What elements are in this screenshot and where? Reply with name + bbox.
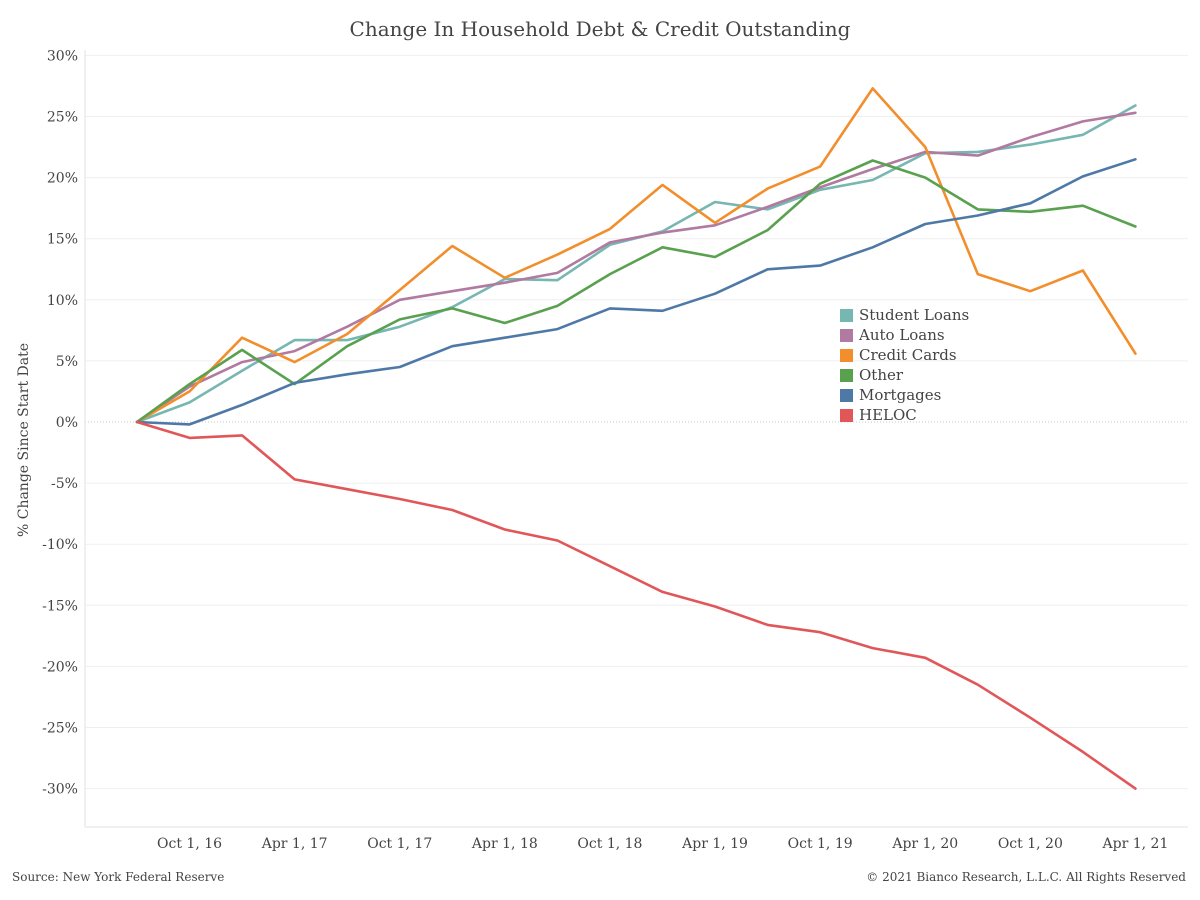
grid-lines [85,54,1188,790]
series-line-auto-loans [135,111,1137,424]
x-tick-label: Apr 1, 19 [681,836,748,852]
y-tick-label: 20% [47,171,78,187]
y-tick-label: -5% [51,476,78,492]
x-tick-label: Apr 1, 18 [471,836,538,852]
y-axis-label: % Change Since Start Date [16,343,32,537]
y-tick-label: -10% [42,537,78,553]
series-line-credit-cards [135,87,1137,424]
y-tick-label: 0% [56,415,78,431]
x-tick-label: Apr 1, 21 [1102,836,1169,852]
y-tick-label: 25% [47,110,78,126]
x-tick-label: Oct 1, 16 [157,836,222,852]
x-tick-label: Oct 1, 19 [788,836,853,852]
y-tick-label: -15% [42,598,78,614]
legend-item-mortgages: Mortgages [840,385,969,405]
series-line-other [135,159,1137,424]
y-tick-label: 10% [47,293,78,309]
legend-label: Other [859,366,904,384]
legend-swatch [840,308,853,322]
y-tick-label: -20% [42,659,78,675]
y-tick-label: 30% [47,48,78,64]
legend-swatch [840,328,853,342]
x-tick-label: Apr 1, 20 [891,836,958,852]
chart-title: Change In Household Debt & Credit Outsta… [349,17,851,41]
legend-item-other: Other [840,365,969,385]
source-note: Source: New York Federal Reserve [12,870,225,884]
legend-label: Auto Loans [859,326,945,344]
series-lines [135,87,1137,790]
series-line-mortgages [135,158,1137,426]
x-tick-label: Oct 1, 18 [577,836,642,852]
legend-label: HELOC [859,406,917,424]
legend-item-credit-cards: Credit Cards [840,345,969,365]
legend-swatch [840,348,853,362]
y-tick-label: 5% [56,354,78,370]
legend-item-heloc: HELOC [840,405,969,425]
y-tick-label: -25% [42,721,78,737]
x-tick-label: Apr 1, 17 [261,836,328,852]
legend-label: Student Loans [859,306,970,324]
y-tick-label: -30% [42,782,78,798]
legend-item-auto-loans: Auto Loans [840,325,969,345]
legend-swatch [840,388,853,402]
legend-swatch [840,368,853,382]
x-tick-label: Oct 1, 20 [998,836,1063,852]
legend-swatch [840,408,853,422]
x-axis-ticks: Oct 1, 16 Apr 1, 17 Oct 1, 17 Apr 1, 18 Oct … [157,836,1168,852]
series-line-heloc [135,420,1137,790]
legend: Student Loans Auto Loans Credit Cards Other… [840,305,969,425]
x-tick-label: Oct 1, 17 [367,836,432,852]
legend-item-student-loans: Student Loans [840,305,969,325]
legend-label: Mortgages [859,386,942,404]
y-tick-label: 15% [47,232,78,248]
copyright-note: © 2021 Bianco Research, L.L.C. All Right… [866,870,1186,884]
y-axis-ticks: 30% 25% 20% 15% 10% 5% 0% -5% -10% -15% -20% -25% -3… [42,48,78,797]
axes [84,50,1188,828]
legend-label: Credit Cards [859,346,957,364]
